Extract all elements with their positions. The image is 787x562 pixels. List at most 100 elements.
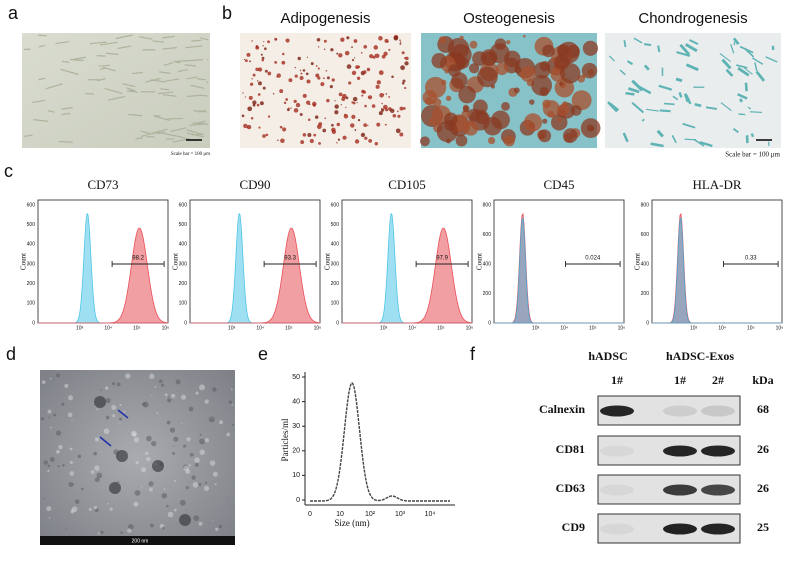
blot-band	[663, 523, 697, 535]
x-tick-label: 10³	[690, 325, 698, 331]
tem-texture	[109, 507, 113, 511]
stain-strand	[675, 77, 683, 83]
image-title: Adipogenesis	[280, 10, 370, 27]
tem-texture	[172, 445, 175, 447]
cell-shape	[141, 131, 159, 138]
stain-spot	[305, 72, 309, 76]
x-tick-label: 10²	[365, 511, 376, 518]
stain-spot	[300, 72, 303, 75]
stain-spot	[378, 70, 384, 76]
stain-spot	[364, 136, 368, 140]
tem-texture	[56, 449, 60, 454]
tem-texture	[156, 412, 159, 415]
stain-spot	[392, 114, 397, 118]
stain-strand	[679, 43, 691, 56]
cell-shape	[187, 94, 201, 98]
cell-shape	[162, 47, 177, 50]
tem-texture	[119, 422, 121, 424]
stain-spot	[257, 93, 261, 96]
tem-texture	[41, 380, 46, 384]
stain-spot	[401, 81, 405, 85]
stain-spot	[351, 70, 357, 76]
stain-spot	[246, 124, 252, 130]
stain-spot	[559, 81, 564, 86]
scale-bar-text: Scale bar = 100 μm	[725, 151, 780, 159]
scale-strip	[40, 536, 235, 545]
stain-spot	[376, 80, 381, 85]
stain-spot	[503, 135, 515, 147]
stain-spot	[529, 99, 535, 105]
stain-spot	[279, 125, 283, 129]
stain-spot	[242, 92, 244, 94]
tem-texture	[179, 499, 186, 506]
cell-shape	[135, 137, 144, 140]
stain-spot	[386, 40, 389, 43]
stain-spot	[285, 98, 289, 101]
cell-shape	[154, 115, 170, 121]
tem-texture	[57, 465, 60, 468]
tem-texture	[212, 520, 214, 522]
stain-spot	[264, 47, 267, 51]
stain-spot	[262, 86, 266, 90]
stain-spot	[326, 76, 330, 80]
stain-spot	[557, 41, 580, 64]
tem-texture	[193, 515, 200, 521]
stain-strand	[631, 101, 645, 114]
tem-texture	[199, 449, 205, 455]
tem-texture	[148, 481, 154, 487]
size-distribution-curve	[310, 382, 450, 502]
stain-strand	[732, 127, 739, 134]
y-tick-label: 10	[292, 472, 300, 479]
tem-texture	[204, 438, 210, 443]
stain-spot	[340, 37, 345, 42]
y-tick-label: 200	[641, 291, 650, 297]
stain-spot	[272, 92, 275, 95]
tem-texture	[94, 437, 100, 442]
plot-title: CD105	[388, 177, 426, 192]
stain-spot	[520, 66, 536, 82]
stain-spot	[369, 54, 374, 59]
tem-texture	[93, 506, 97, 510]
stain-spot	[356, 102, 358, 104]
cell-shape	[206, 58, 209, 61]
stain-spot	[322, 128, 327, 133]
x-tick-label: 10⁵	[747, 325, 755, 331]
tem-texture	[230, 388, 233, 391]
cell-shape	[106, 52, 119, 56]
tem-texture	[69, 447, 73, 451]
stain-spot	[376, 122, 381, 127]
stain-spot	[404, 56, 407, 60]
protein-label: CD9	[562, 520, 585, 534]
tem-texture	[88, 507, 92, 511]
stain-spot	[346, 36, 350, 40]
tem-texture	[93, 451, 97, 456]
stain-spot	[428, 117, 437, 126]
y-axis-label: Count	[20, 253, 28, 270]
stain-spot	[399, 132, 404, 137]
x-tick-label: 10⁵	[133, 325, 141, 331]
stain-spot	[400, 65, 405, 71]
blot-band	[663, 405, 697, 417]
x-tick-label: 10³	[395, 511, 406, 518]
cell-shape	[158, 91, 174, 95]
tem-texture	[100, 389, 102, 391]
tem-texture	[71, 419, 73, 421]
y-tick-label: 800	[641, 202, 650, 208]
stain-spot	[290, 107, 292, 109]
stain-spot	[563, 128, 578, 143]
stain-spot	[388, 48, 391, 51]
stain-strand	[705, 106, 717, 110]
tem-texture	[49, 377, 52, 380]
y-tick-label: 0	[646, 320, 649, 326]
tem-texture	[134, 490, 141, 496]
stain-spot	[351, 114, 356, 119]
tem-texture	[215, 527, 219, 531]
tem-texture	[227, 497, 229, 499]
stain-spot	[361, 89, 365, 94]
x-tick-label: 10⁶	[466, 325, 474, 331]
cell-shape	[167, 117, 184, 120]
stain-spot	[399, 42, 402, 45]
x-tick-label: 10⁴	[104, 325, 112, 331]
stain-spot	[381, 108, 383, 110]
x-tick-label: 10⁵	[285, 325, 293, 331]
